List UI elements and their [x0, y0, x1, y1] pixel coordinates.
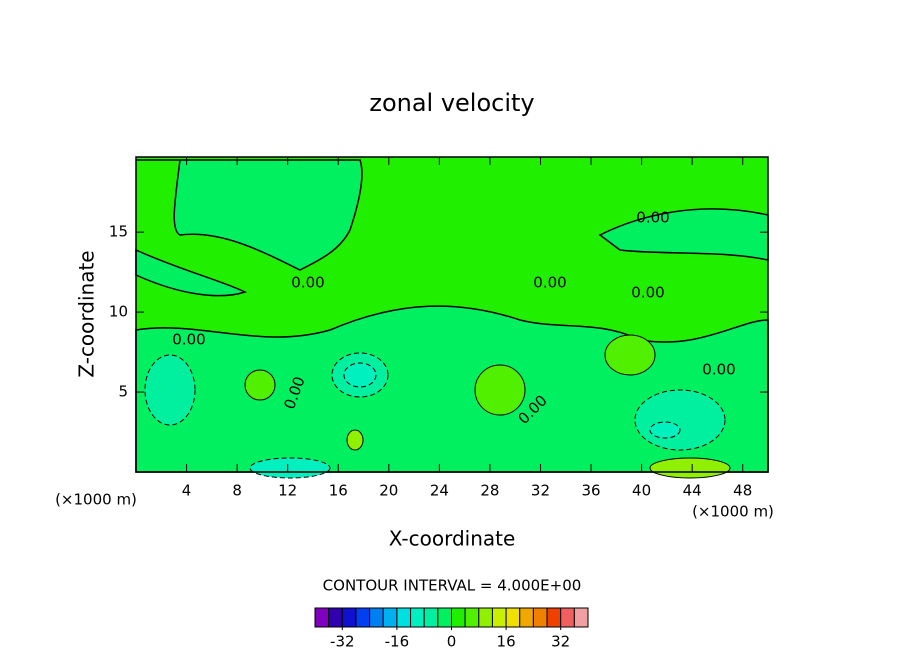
- colorbar-box: [478, 607, 493, 628]
- y-tick-label: 5: [118, 383, 128, 401]
- x-units: (×1000 m): [692, 503, 774, 521]
- y-tick-label: 15: [109, 223, 128, 241]
- field-region: [649, 421, 681, 439]
- contour-interval: CONTOUR INTERVAL = 4.000E+00: [323, 577, 582, 595]
- colorbar-box: [369, 607, 384, 628]
- field-region: [649, 457, 731, 479]
- x-tick-label: 4: [182, 482, 192, 500]
- x-tick-label: 28: [480, 482, 499, 500]
- colorbar-tick-label: 32: [551, 633, 570, 651]
- x-tick-label: 44: [683, 482, 702, 500]
- x-tick-label: 24: [430, 482, 449, 500]
- x-units: (×1000 m): [55, 491, 137, 509]
- colorbar-box: [560, 607, 575, 628]
- y-axis-label: Z-coordinate: [75, 250, 99, 377]
- contour-label: 0.00: [702, 361, 735, 379]
- contour-label: 0.00: [291, 274, 324, 292]
- x-tick-label: 48: [733, 482, 752, 500]
- colorbar-box: [573, 607, 589, 628]
- contour-label: 0.00: [636, 209, 669, 227]
- field-region: [604, 334, 656, 376]
- x-axis-label: X-coordinate: [389, 527, 516, 551]
- colorbar-box: [314, 607, 330, 628]
- field-region: [343, 362, 377, 388]
- colorbar-box: [396, 607, 412, 628]
- colorbar-tick-label: 0: [447, 633, 457, 651]
- colorbar-box: [464, 607, 480, 628]
- x-tick-label: 32: [531, 482, 550, 500]
- colorbar-box: [341, 607, 357, 628]
- contour-label: 0.00: [172, 331, 205, 349]
- y-tick-label: 10: [109, 303, 128, 321]
- colorbar-box: [355, 607, 371, 628]
- field-region: [474, 364, 526, 416]
- field-region: [144, 354, 196, 426]
- colorbar-box: [491, 607, 507, 628]
- colorbar-tick-label: -16: [385, 633, 410, 651]
- x-tick-label: 20: [379, 482, 398, 500]
- field-region: [244, 369, 276, 401]
- contour-label: 0.00: [533, 274, 566, 292]
- x-tick-label: 16: [329, 482, 348, 500]
- colorbar-tick-label: 16: [497, 633, 516, 651]
- x-tick-label: 12: [278, 482, 297, 500]
- colorbar-box: [423, 607, 439, 628]
- colorbar-box: [451, 607, 466, 628]
- colorbar-box: [410, 607, 425, 628]
- x-tick-label: 8: [232, 482, 242, 500]
- colorbar-box: [519, 607, 534, 628]
- field-region: [634, 389, 726, 451]
- colorbar-tick-label: -32: [330, 633, 355, 651]
- chart-title: zonal velocity: [369, 89, 534, 117]
- x-tick-label: 40: [632, 482, 651, 500]
- colorbar-box: [437, 607, 453, 628]
- field-region: [249, 457, 331, 479]
- x-tick-label: 36: [581, 482, 600, 500]
- field-region: [346, 429, 364, 451]
- colorbar-box: [505, 607, 521, 628]
- field: [135, 157, 769, 479]
- colorbar-box: [328, 607, 343, 628]
- plot-frame: [135, 156, 769, 473]
- contour-label: 0.00: [631, 284, 664, 302]
- field-region: [136, 159, 363, 271]
- colorbar-box: [382, 607, 398, 628]
- colorbar-box: [546, 607, 562, 628]
- field-region: [135, 248, 248, 297]
- colorbar-box: [532, 607, 548, 628]
